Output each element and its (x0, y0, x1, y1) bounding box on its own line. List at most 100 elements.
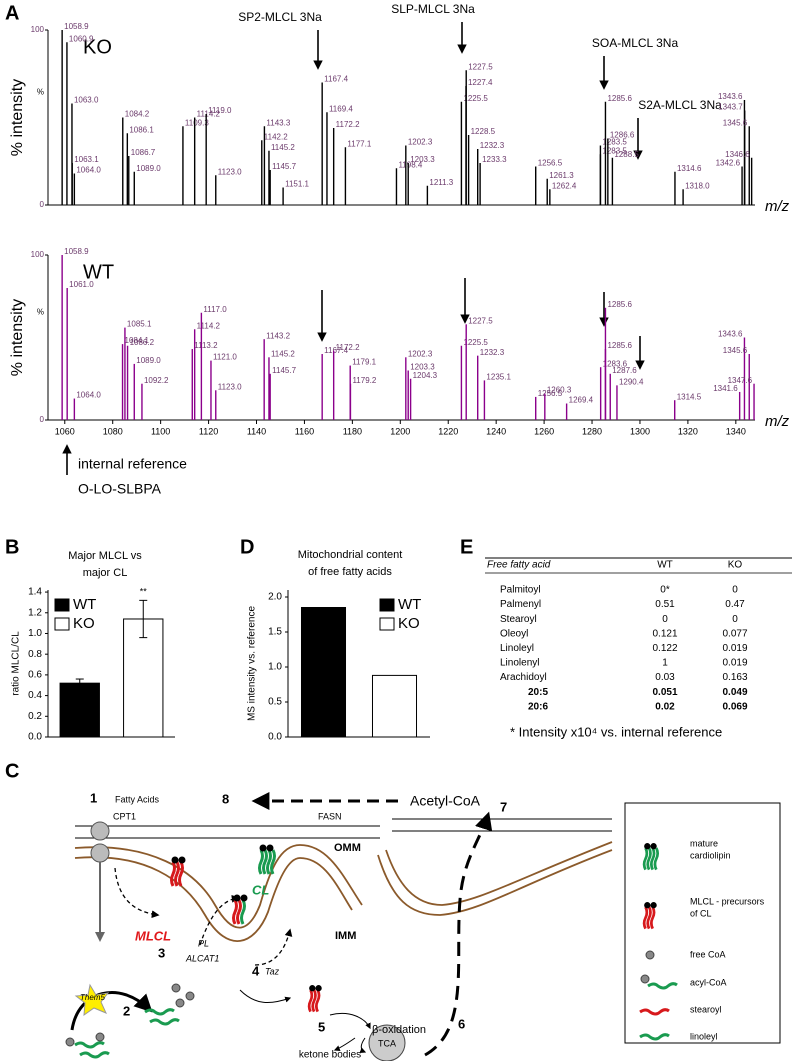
peak-label: 1288.5 (614, 150, 639, 159)
peak-label: 1172.2 (336, 120, 360, 129)
peak-label: 1145.7 (272, 162, 296, 171)
diagram-label: ketone bodies (299, 1050, 361, 1061)
y-tick-label: 0.0 (268, 732, 282, 743)
peak-label: 1343.6 (718, 92, 743, 101)
legend-label: WT (73, 596, 96, 613)
peak-label: 1343.7 (718, 103, 743, 112)
acyl-chain (647, 982, 678, 990)
diagram-label: Them5 (80, 993, 105, 1002)
table-cell: Oleoyl (500, 628, 528, 639)
diagram-label: TCA (378, 1038, 396, 1048)
bar (371, 674, 418, 738)
chart-title: of free fatty acids (308, 566, 392, 578)
peak-label: 1143.3 (266, 118, 290, 127)
peak-label: 1143.2 (266, 331, 290, 340)
x-tick-label: 1280 (582, 426, 602, 436)
x-axis-label: m/z (765, 413, 790, 430)
lipid-tail (232, 899, 238, 925)
table-cell: 0.03 (655, 672, 675, 683)
y-tick-label: 0.5 (268, 697, 282, 708)
peak-label: 1177.1 (347, 139, 371, 148)
x-tick-label: 1200 (390, 426, 410, 436)
lipid-tail (311, 989, 317, 1013)
peak-label: 1058.9 (64, 22, 89, 31)
lipid-head (171, 856, 179, 864)
outer-membrane (75, 818, 612, 839)
lipid-tail (258, 849, 264, 875)
x-tick-label: 1300 (630, 426, 650, 436)
peak-label: 1086.1 (129, 125, 154, 134)
y-tick-label: 1.4 (28, 587, 42, 598)
diagram-label: ALCAT1 (185, 953, 219, 963)
x-tick-label: 1060 (55, 426, 75, 436)
significance: ** (140, 587, 148, 597)
lipid-tail (307, 989, 314, 1013)
peak-label: 1167.4 (324, 346, 348, 355)
legend-box (624, 802, 781, 1044)
peak-label: 1203.3 (410, 363, 435, 372)
lipid-tail (650, 847, 656, 871)
legend-label: MLCL - precursors (690, 896, 765, 906)
lipid-tail (178, 861, 184, 887)
lipid-head (309, 985, 316, 992)
sample-label: WT (83, 261, 114, 283)
peak-label: 1063.1 (74, 155, 99, 164)
lipid-tail (240, 899, 246, 925)
peak-label: 1142.2 (264, 132, 288, 141)
lipid-head (240, 894, 248, 902)
acyl-chain (639, 1008, 670, 1016)
legend-label: WT (398, 596, 421, 613)
peak-label: 1228.5 (471, 127, 496, 136)
peak-label: 1342.6 (716, 159, 741, 168)
reference-note: O-LO-SLBPA (78, 481, 162, 497)
table-cell: Palmenyl (500, 599, 541, 610)
peak-label: 1169.4 (329, 104, 353, 113)
annotation-arrows (62, 22, 645, 475)
legend-label: KO (398, 615, 420, 632)
table-cell: 0.163 (722, 672, 747, 683)
x-tick-label: 1180 (343, 426, 362, 436)
lipid-tail (646, 906, 652, 930)
step-number: 8 (222, 791, 229, 806)
table-cell: 0.019 (722, 643, 747, 654)
lipid-tail (266, 849, 272, 875)
inner-membrane (74, 841, 613, 942)
x-tick-label: 1160 (295, 426, 314, 436)
peak-label: 1232.3 (480, 141, 505, 150)
coa (640, 974, 650, 984)
peak-label: 1227.5 (468, 62, 493, 71)
panel-letter: C (5, 760, 19, 782)
x-tick-label: 1260 (534, 426, 554, 436)
y-tick-label: 1.0 (28, 628, 42, 639)
legend-label: free CoA (690, 949, 726, 959)
lipid-head (233, 894, 241, 902)
panel-letter: E (460, 536, 473, 558)
table-cell: 0.02 (655, 701, 675, 712)
table-cell: 0.122 (652, 643, 677, 654)
x-tick-label: 1320 (678, 426, 698, 436)
peak-label: 1290.4 (619, 377, 644, 386)
legend-label: cardiolipin (690, 850, 731, 860)
peak-label: 1202.3 (408, 138, 433, 147)
table-note: * Intensity x10⁴ vs. internal reference (510, 724, 722, 739)
peak-label: 1345.6 (723, 346, 748, 355)
oxidation-arrow (333, 1037, 356, 1052)
annotation: S2A-MLCL 3Na (638, 98, 722, 112)
table-cell: 0.069 (722, 701, 747, 712)
peak-label: 1314.5 (677, 392, 702, 401)
legend-swatch (379, 598, 395, 612)
peak-label: 1058.9 (64, 247, 89, 256)
table-cell: Arachidoyl (500, 672, 547, 683)
table: Free fatty acid WT KO Palmitoyl 0* 0 Palmen… (485, 557, 792, 739)
lipid-tail (642, 847, 649, 871)
table-cell: 20:5 (528, 687, 548, 698)
diagram-label: Taz (265, 966, 280, 976)
y-axis-label: ratio MLCL/CL (11, 631, 22, 696)
panel-letter: D (240, 536, 254, 558)
peak-label: 1202.3 (408, 349, 433, 358)
acyl-chain (149, 1018, 180, 1026)
y-tick-label: 0 (40, 415, 45, 424)
peak-label: 1086.2 (130, 338, 155, 347)
diagram-label: Fatty Acids (115, 794, 160, 804)
step-number: 6 (458, 1016, 465, 1031)
